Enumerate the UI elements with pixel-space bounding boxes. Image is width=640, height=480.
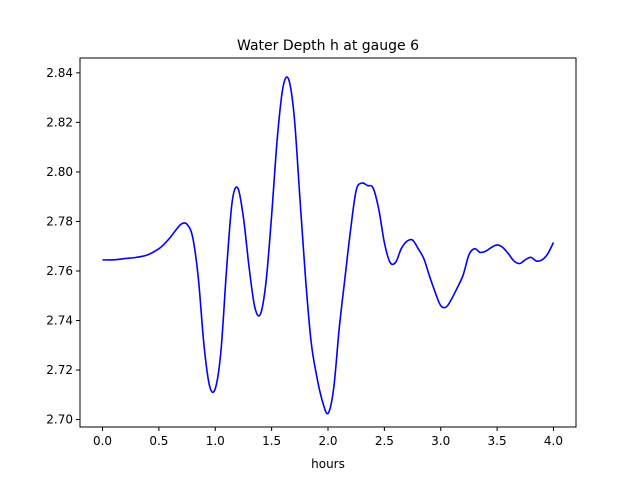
x-tick-label: 2.5 [375,434,394,448]
chart-title: Water Depth h at gauge 6 [237,38,419,54]
y-tick-label: 2.70 [46,413,73,427]
plot-area [102,76,555,415]
x-tick-label: 3.5 [488,434,507,448]
y-tick-label: 2.76 [46,264,73,278]
series-line [102,76,555,415]
y-axis-ticks: 2.70 2.72 2.74 2.76 2.78 2.80 2.82 2.84 [46,66,80,427]
x-tick-label: 4.0 [544,434,563,448]
x-tick-label: 0.5 [149,434,168,448]
y-tick-label: 2.72 [46,363,73,377]
y-tick-label: 2.82 [46,115,73,129]
x-tick-label: 3.0 [431,434,450,448]
y-tick-label: 2.84 [46,66,73,80]
plot-frame [79,57,577,428]
x-axis-ticks: 0.0 0.5 1.0 1.5 2.0 2.5 3.0 3.5 4.0 [93,427,563,448]
x-tick-label: 1.0 [206,434,225,448]
x-tick-label: 2.0 [318,434,337,448]
x-tick-label: 1.5 [262,434,281,448]
x-tick-label: 0.0 [93,434,112,448]
y-tick-label: 2.78 [46,214,73,228]
y-tick-label: 2.80 [46,165,73,179]
y-tick-label: 2.74 [46,314,73,328]
x-axis-label: hours [311,457,345,471]
